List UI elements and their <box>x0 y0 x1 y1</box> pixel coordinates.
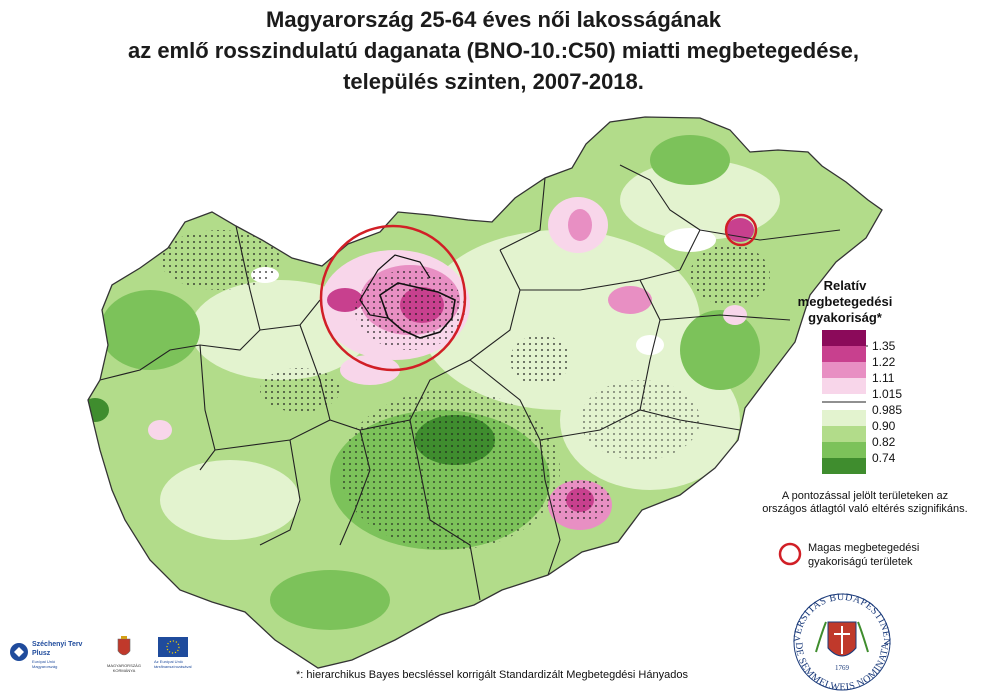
significance-dots <box>355 270 465 350</box>
coat-of-arms-icon <box>117 636 131 656</box>
significance-dots <box>340 390 560 550</box>
legend-label-1: 1.35 <box>872 339 896 353</box>
legend-label-4: 1.015 <box>872 387 903 401</box>
eu-flag-icon <box>158 637 188 657</box>
high-incidence-circle-central <box>319 224 467 372</box>
legend-swatch <box>822 362 866 378</box>
legend-title-line-2: megbetegedési <box>797 294 893 309</box>
legend-title-line-1: Relatív <box>823 278 867 293</box>
szechenyi-line-1: Széchenyi Terv <box>32 641 83 648</box>
region-patch <box>636 335 664 355</box>
significance-dots <box>690 245 770 305</box>
legend-swatch <box>822 458 866 474</box>
region-patch <box>723 305 747 325</box>
szechenyi-emblem-icon <box>10 643 28 661</box>
region-patch <box>160 460 300 540</box>
legend-swatch <box>822 346 866 362</box>
county-boundaries <box>99 164 841 601</box>
legend-label-5: 0.985 <box>872 403 903 417</box>
kormany-logo: MAGYARORSZÁG KORMÁNYA <box>100 635 148 681</box>
significance-dots <box>160 230 280 290</box>
map-title: Magyarország 25-64 éves női lakosságának… <box>0 4 987 97</box>
budapest-outline <box>379 282 456 339</box>
region-patch <box>148 420 172 440</box>
region-patches <box>88 135 780 630</box>
region-patch <box>608 286 652 314</box>
significance-note: A pontozással jelölt területeken az orsz… <box>762 490 968 515</box>
title-line-1: Magyarország 25-64 éves női lakosságának <box>266 7 721 32</box>
legend-title: Relatív megbetegedési gyakoriság* <box>790 278 900 326</box>
region-patch <box>327 288 363 312</box>
region-patch <box>100 290 200 370</box>
high-incidence-legend-label: Magas megbetegedési gyakoriságú területe… <box>808 542 920 568</box>
region-patch <box>270 570 390 630</box>
eu-logo: Az Európai Unió társfinanszírozásával <box>154 635 206 681</box>
region-patch <box>650 135 730 185</box>
szechenyi-sub: Európai Unió Magyarország <box>32 659 58 669</box>
legend-label-7: 0.82 <box>872 435 896 449</box>
region-patch <box>664 228 716 252</box>
legend-label-6: 0.90 <box>872 419 896 433</box>
footnote: *: hierarchikus Bayes becsléssel korrigá… <box>296 669 688 681</box>
legend-swatch <box>822 378 866 394</box>
legend-color-scale <box>822 330 868 474</box>
legend-swatch <box>822 442 866 458</box>
seal-laurel-icon <box>815 621 869 653</box>
legend-swatch <box>822 330 866 346</box>
high-incidence-legend-icon <box>778 542 802 566</box>
legend-swatch <box>822 426 866 442</box>
significance-dots <box>260 368 340 412</box>
significance-dots <box>510 335 570 385</box>
szechenyi-terv-logo: Széchenyi Terv Plusz Európai Unió Magyar… <box>8 637 90 679</box>
title-line-2: az emlő rosszindulatú daganata (BNO-10.:… <box>127 38 860 63</box>
significance-dots <box>550 478 610 522</box>
seal-year: 1769 <box>835 664 850 672</box>
hungary-outline <box>87 116 883 669</box>
szechenyi-line-2: Plusz <box>32 650 51 657</box>
significance-dots <box>580 380 700 460</box>
title-line-3: település szinten, 2007-2018. <box>343 69 644 94</box>
region-patch <box>88 398 109 422</box>
semmelweis-university-seal: UNIVERSITAS BUDAPESTINENSIS DE SEMMELWEI… <box>782 582 892 692</box>
legend-swatch <box>822 410 866 426</box>
region-patch <box>568 209 592 241</box>
legend-label-2: 1.22 <box>872 355 896 369</box>
legend-label-8: 0.74 <box>872 451 896 465</box>
legend-label-3: 1.11 <box>872 371 895 385</box>
region-patch <box>340 355 400 385</box>
pest-county-outline <box>359 254 431 319</box>
region-patch <box>680 310 760 390</box>
legend-title-line-3: gyakoriság* <box>808 310 882 325</box>
kormany-text: MAGYARORSZÁG KORMÁNYA <box>107 663 141 673</box>
eu-text: Az Európai Unió társfinanszírozásával <box>154 659 192 669</box>
funding-logos: Széchenyi Terv Plusz Európai Unió Magyar… <box>8 633 208 683</box>
high-incidence-circle-northeast <box>724 213 758 247</box>
